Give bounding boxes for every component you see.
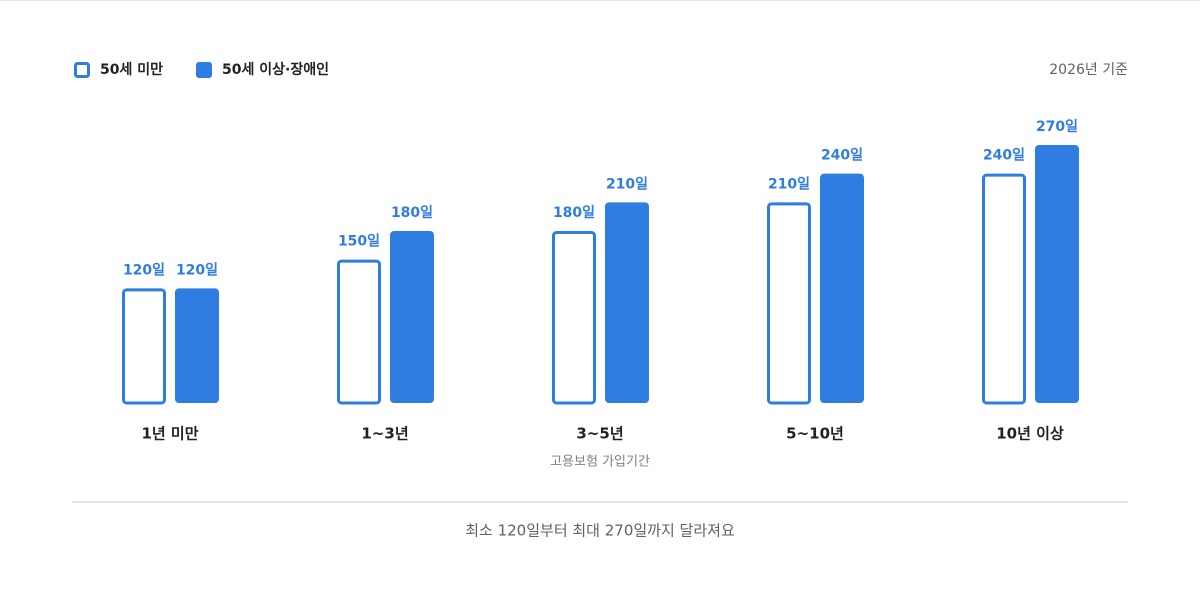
bar [390, 231, 434, 403]
x-tick-label: 5~10년 [786, 425, 844, 443]
legend-label: 50세 미만 [100, 62, 163, 78]
bar [122, 288, 166, 405]
x-tick-label: 10년 이상 [996, 425, 1064, 443]
value-label: 240일 [983, 148, 1025, 164]
bar [982, 173, 1026, 405]
x-tick-label: 1년 미만 [141, 425, 198, 443]
value-label: 120일 [123, 262, 165, 278]
bar [337, 259, 381, 405]
x-axis-label: 고용보험 가입기간 [550, 455, 650, 470]
bar [1035, 145, 1079, 403]
value-label: 180일 [553, 205, 595, 221]
value-label: 120일 [176, 262, 218, 278]
value-label: 210일 [768, 176, 810, 192]
legend-label: 50세 이상·장애인 [222, 61, 329, 78]
value-label: 150일 [338, 234, 380, 250]
legend-swatch [196, 62, 212, 78]
bar [605, 202, 649, 403]
legend-swatch [74, 62, 90, 78]
bar [820, 173, 864, 403]
value-label: 270일 [1036, 119, 1078, 135]
bar [767, 202, 811, 405]
bar [175, 288, 219, 403]
footnote: 최소 120일부터 최대 270일까지 달라져요 [465, 522, 735, 540]
value-label: 180일 [391, 205, 433, 221]
value-label: 240일 [821, 148, 863, 164]
x-tick-label: 1~3년 [361, 425, 408, 443]
value-label: 210일 [606, 176, 648, 192]
note: 2026년 기준 [1049, 62, 1128, 78]
bar [552, 231, 596, 405]
x-tick-label: 3~5년 [576, 425, 623, 443]
